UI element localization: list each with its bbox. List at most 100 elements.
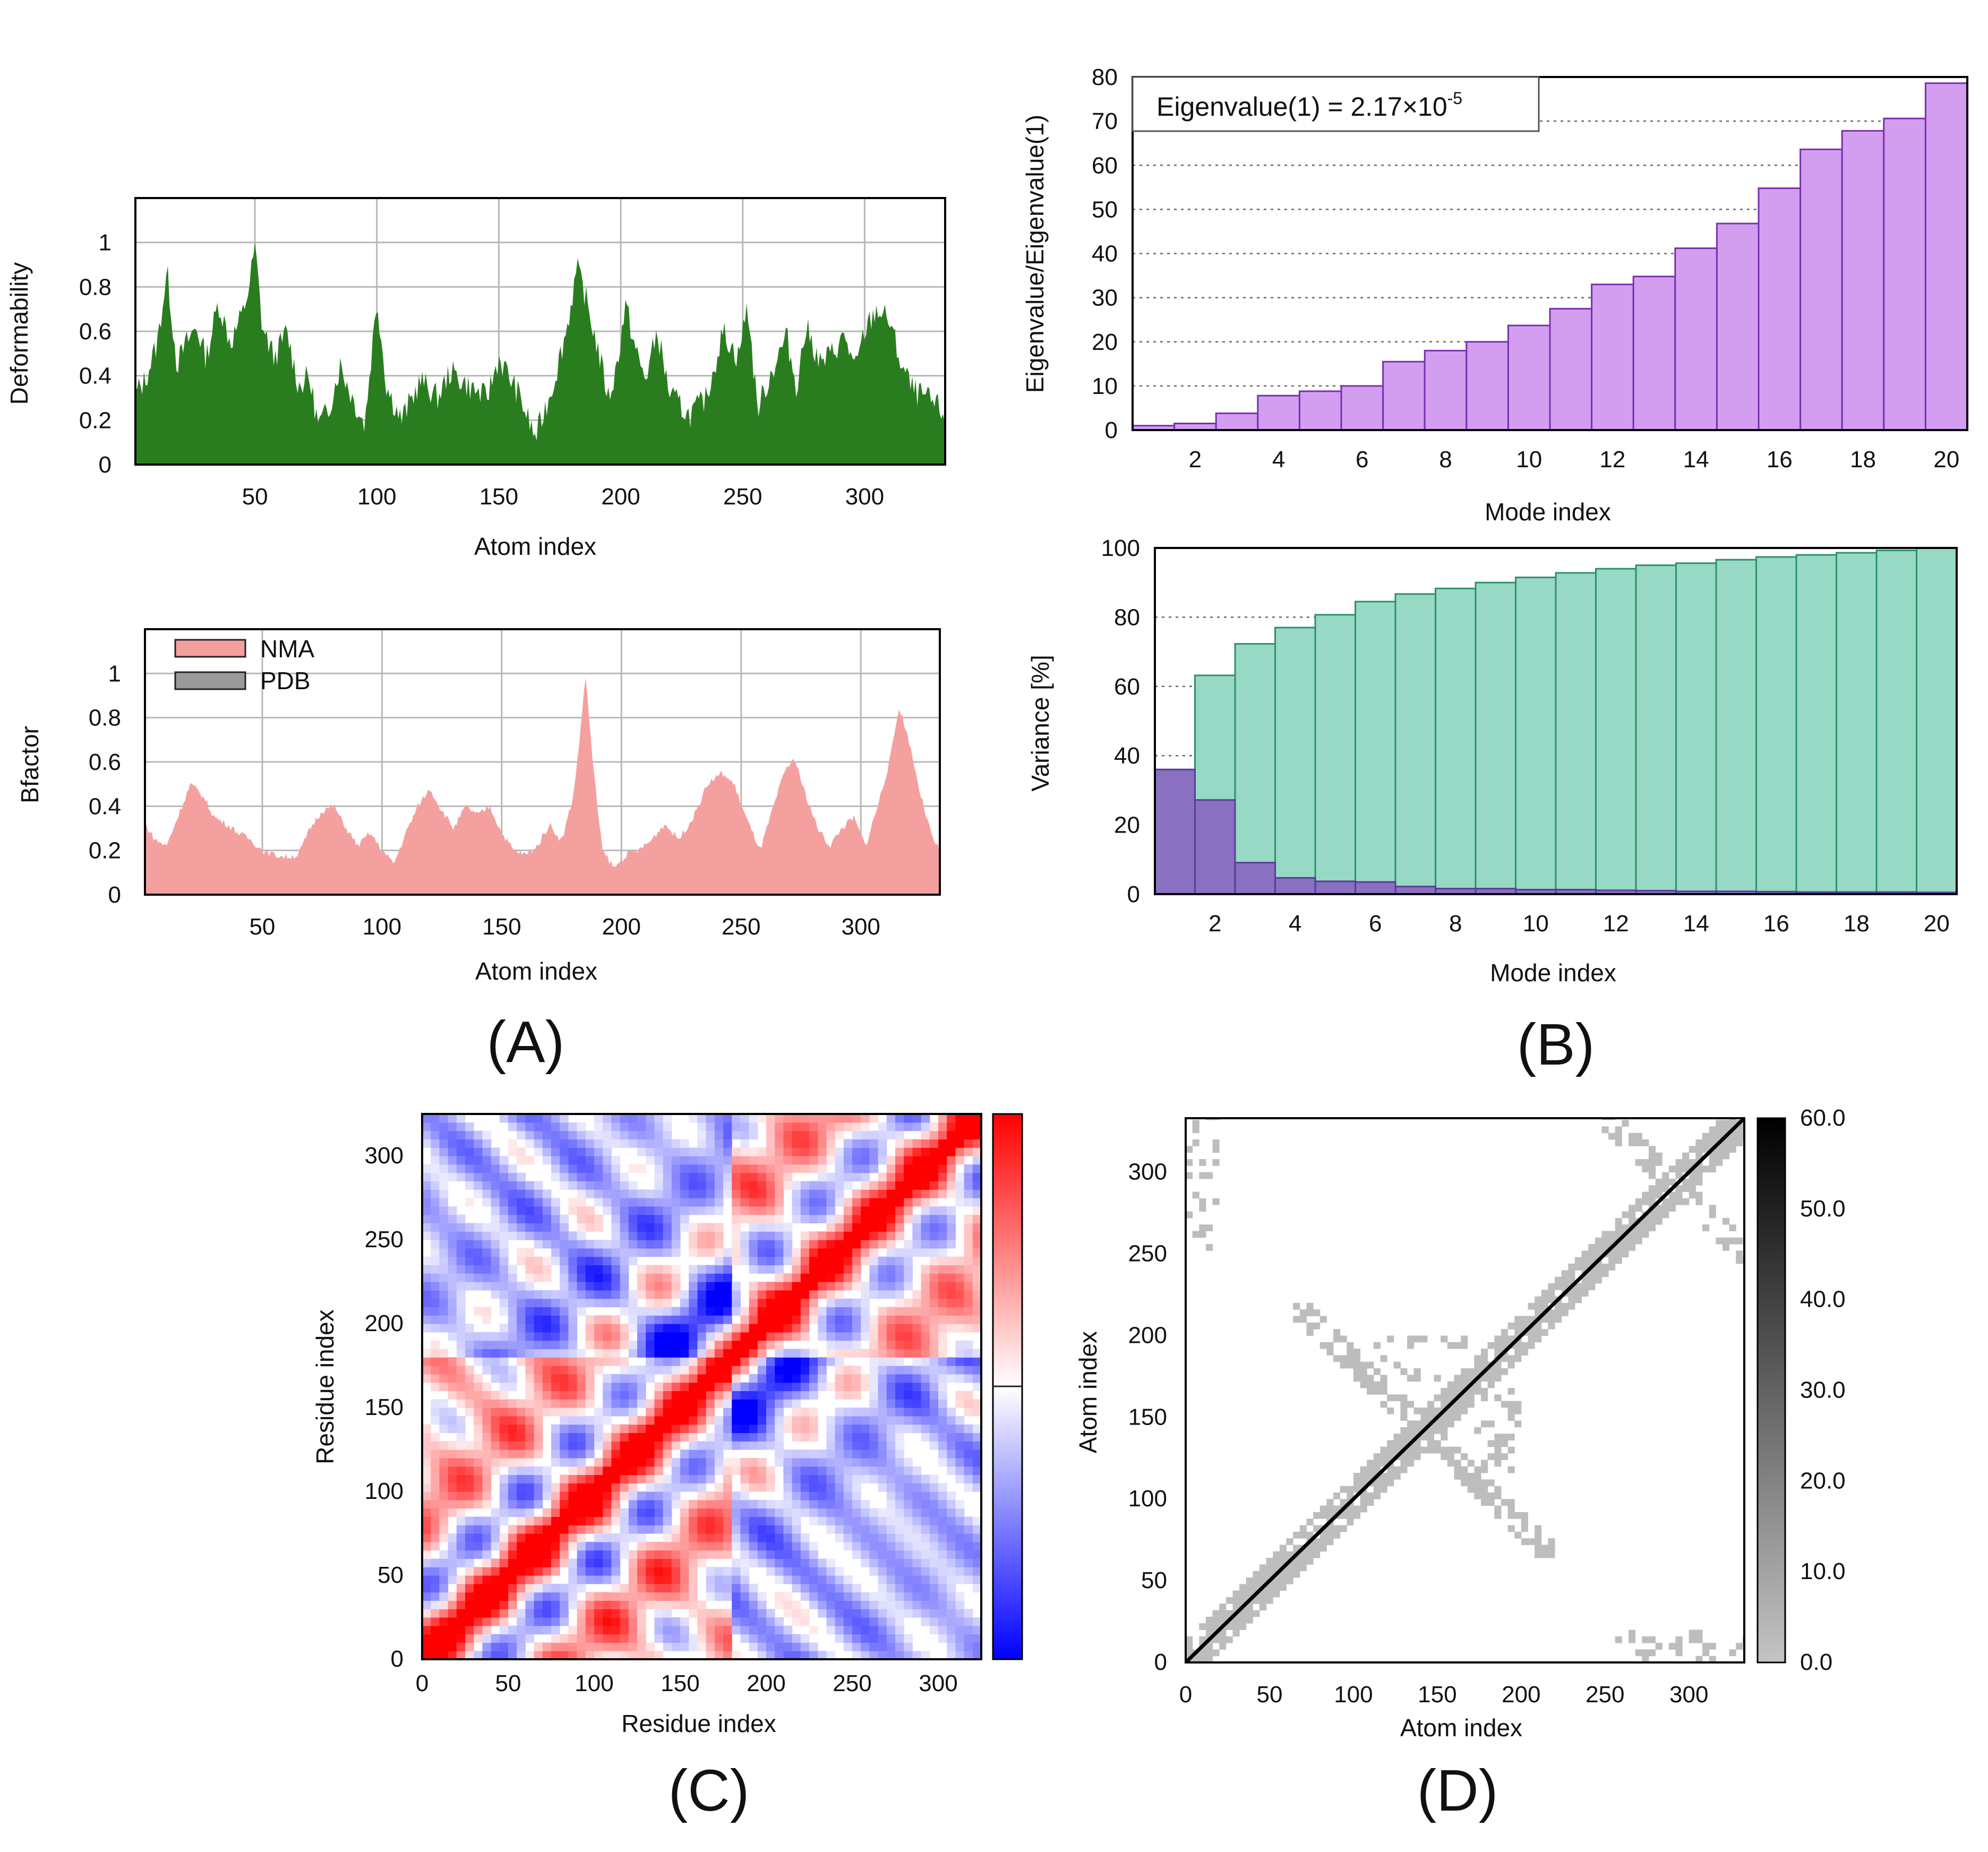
contact-cell xyxy=(1293,1558,1300,1565)
correlation-cell xyxy=(646,1332,655,1341)
correlation-cell xyxy=(757,1248,767,1257)
bar xyxy=(1257,395,1300,431)
contact-cell xyxy=(1709,1133,1716,1140)
y-tick-label: 150 xyxy=(1128,1404,1167,1430)
correlation-cell xyxy=(895,1265,904,1274)
correlation-cell xyxy=(843,1483,853,1492)
correlation-cell xyxy=(422,1206,431,1215)
correlation-cell xyxy=(878,1457,887,1467)
correlation-cell xyxy=(800,1181,810,1190)
contact-cell xyxy=(1441,1335,1448,1343)
correlation-cell xyxy=(568,1122,578,1131)
correlation-cell xyxy=(732,1508,741,1517)
contact-cell xyxy=(1514,1512,1522,1519)
correlation-cell xyxy=(611,1625,621,1635)
correlation-cell xyxy=(439,1248,449,1257)
contact-cell xyxy=(1319,1505,1327,1513)
contact-cell xyxy=(1736,1257,1743,1264)
x-tick-label: 50 xyxy=(1256,1682,1282,1708)
contact-cell xyxy=(1434,1394,1441,1402)
correlation-cell xyxy=(757,1256,767,1265)
correlation-cell xyxy=(929,1625,939,1635)
correlation-cell xyxy=(585,1256,595,1265)
correlation-cell xyxy=(800,1315,810,1324)
correlation-cell xyxy=(964,1265,973,1274)
contact-cell xyxy=(1347,1355,1354,1362)
contact-cell xyxy=(1347,1486,1354,1493)
correlation-cell xyxy=(663,1366,672,1375)
correlation-cell xyxy=(439,1457,449,1467)
contact-cell xyxy=(1736,1126,1743,1134)
correlation-cell xyxy=(508,1382,517,1391)
correlation-cell xyxy=(800,1114,810,1123)
correlation-cell xyxy=(585,1634,595,1643)
correlation-cell xyxy=(852,1508,861,1517)
contact-cell xyxy=(1380,1453,1387,1460)
correlation-cell xyxy=(706,1408,715,1417)
correlation-cell xyxy=(671,1189,681,1198)
correlation-cell xyxy=(706,1583,715,1593)
x-tick-label: 4 xyxy=(1289,911,1301,937)
correlation-cell xyxy=(603,1550,612,1559)
correlation-cell xyxy=(680,1399,689,1408)
contact-cell xyxy=(1393,1440,1401,1447)
correlation-cell xyxy=(585,1399,595,1408)
correlation-cell xyxy=(568,1525,578,1534)
contact-cell xyxy=(1642,1649,1649,1657)
correlation-cell xyxy=(783,1382,793,1391)
correlation-cell xyxy=(671,1382,681,1391)
correlation-cell xyxy=(654,1147,664,1156)
contact-cell xyxy=(1367,1381,1374,1388)
contact-cell xyxy=(1574,1290,1582,1297)
correlation-cell xyxy=(921,1558,930,1567)
correlation-cell xyxy=(904,1642,913,1651)
correlation-cell xyxy=(775,1273,784,1282)
correlation-cell xyxy=(947,1408,956,1417)
correlation-cell xyxy=(809,1558,818,1567)
correlation-cell xyxy=(878,1525,887,1534)
correlation-cell xyxy=(972,1265,981,1274)
correlation-cell xyxy=(456,1332,466,1341)
correlation-cell xyxy=(766,1617,775,1626)
contact-cell xyxy=(1716,1133,1723,1140)
y-tick-label: 80 xyxy=(1114,604,1140,630)
correlation-cell xyxy=(792,1130,801,1139)
contact-cell xyxy=(1709,1159,1716,1166)
correlation-cell xyxy=(775,1567,784,1576)
contact-cell xyxy=(1561,1302,1569,1310)
correlation-cell xyxy=(723,1525,732,1534)
correlation-cell xyxy=(568,1558,578,1567)
correlation-cell xyxy=(491,1206,500,1215)
correlation-cell xyxy=(620,1642,629,1651)
x-tick-label: 300 xyxy=(841,914,880,940)
correlation-cell xyxy=(947,1172,956,1181)
correlation-cell xyxy=(637,1651,646,1659)
correlation-cell xyxy=(964,1324,973,1333)
contact-cell xyxy=(1199,1224,1206,1231)
correlation-cell xyxy=(568,1651,578,1659)
correlation-cell xyxy=(929,1139,939,1148)
panel-label-b: (B) xyxy=(1517,1012,1595,1077)
contact-cell xyxy=(1722,1146,1730,1153)
correlation-cell xyxy=(955,1550,965,1559)
correlation-cell xyxy=(680,1600,689,1609)
contact-cell xyxy=(1689,1191,1696,1199)
correlation-cell xyxy=(843,1273,853,1282)
correlation-cell xyxy=(826,1315,836,1324)
correlation-cell xyxy=(560,1416,569,1425)
correlation-cell xyxy=(663,1273,672,1282)
correlation-cell xyxy=(577,1374,586,1383)
correlation-cell xyxy=(431,1525,440,1534)
correlation-cell xyxy=(809,1273,818,1282)
correlation-cell xyxy=(611,1349,621,1358)
bar xyxy=(1435,587,1477,895)
correlation-cell xyxy=(757,1391,767,1400)
correlation-cell xyxy=(422,1441,431,1450)
correlation-cell xyxy=(508,1450,517,1459)
contact-cell xyxy=(1615,1636,1622,1643)
correlation-cell xyxy=(508,1206,517,1215)
correlation-cell xyxy=(474,1147,483,1156)
correlation-cell xyxy=(431,1172,440,1181)
correlation-cell xyxy=(663,1172,672,1181)
correlation-cell xyxy=(646,1206,655,1215)
